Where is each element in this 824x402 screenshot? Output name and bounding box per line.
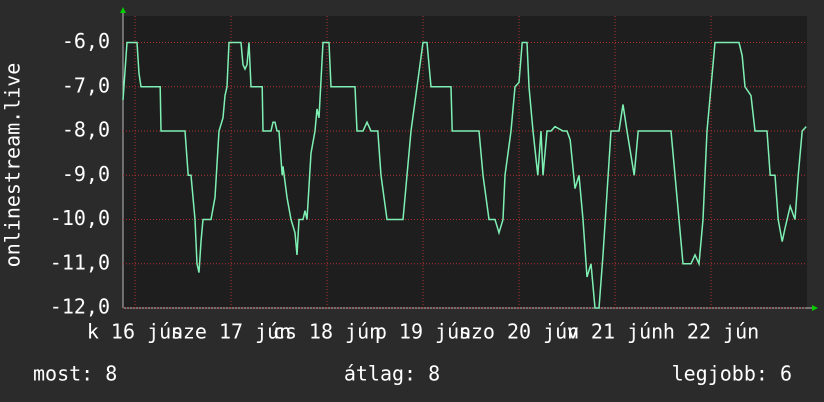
x-tick-label: k 16 jún <box>87 320 183 344</box>
y-axis-label: onlinestream.live <box>1 63 25 268</box>
stat-best: legjobb: 6 <box>672 362 792 386</box>
y-tick-label: -8,0 <box>62 118 110 142</box>
y-tick-label: -7,0 <box>62 73 110 97</box>
x-tick-label: p 19 jún <box>375 320 471 344</box>
data-line <box>122 41 807 309</box>
stat-average: átlag: 8 <box>344 362 440 386</box>
x-tick-label: v 21 jún <box>567 320 663 344</box>
x-tick-label: szo 20 jún <box>459 320 579 344</box>
y-tick-label: -12,0 <box>50 295 110 319</box>
x-tick-label: h 22 jún <box>663 320 759 344</box>
x-arrow <box>812 305 818 311</box>
y-tick-label: -11,0 <box>50 250 110 274</box>
y-tick-label: -10,0 <box>50 206 110 230</box>
y-tick-label: -6,0 <box>62 29 110 53</box>
stat-current: most: 8 <box>33 362 117 386</box>
y-tick-label: -9,0 <box>62 162 110 186</box>
x-tick-label: cs 18 jún <box>273 320 381 344</box>
x-tick-label: sze 17 jún <box>171 320 291 344</box>
y-arrow <box>120 7 126 13</box>
